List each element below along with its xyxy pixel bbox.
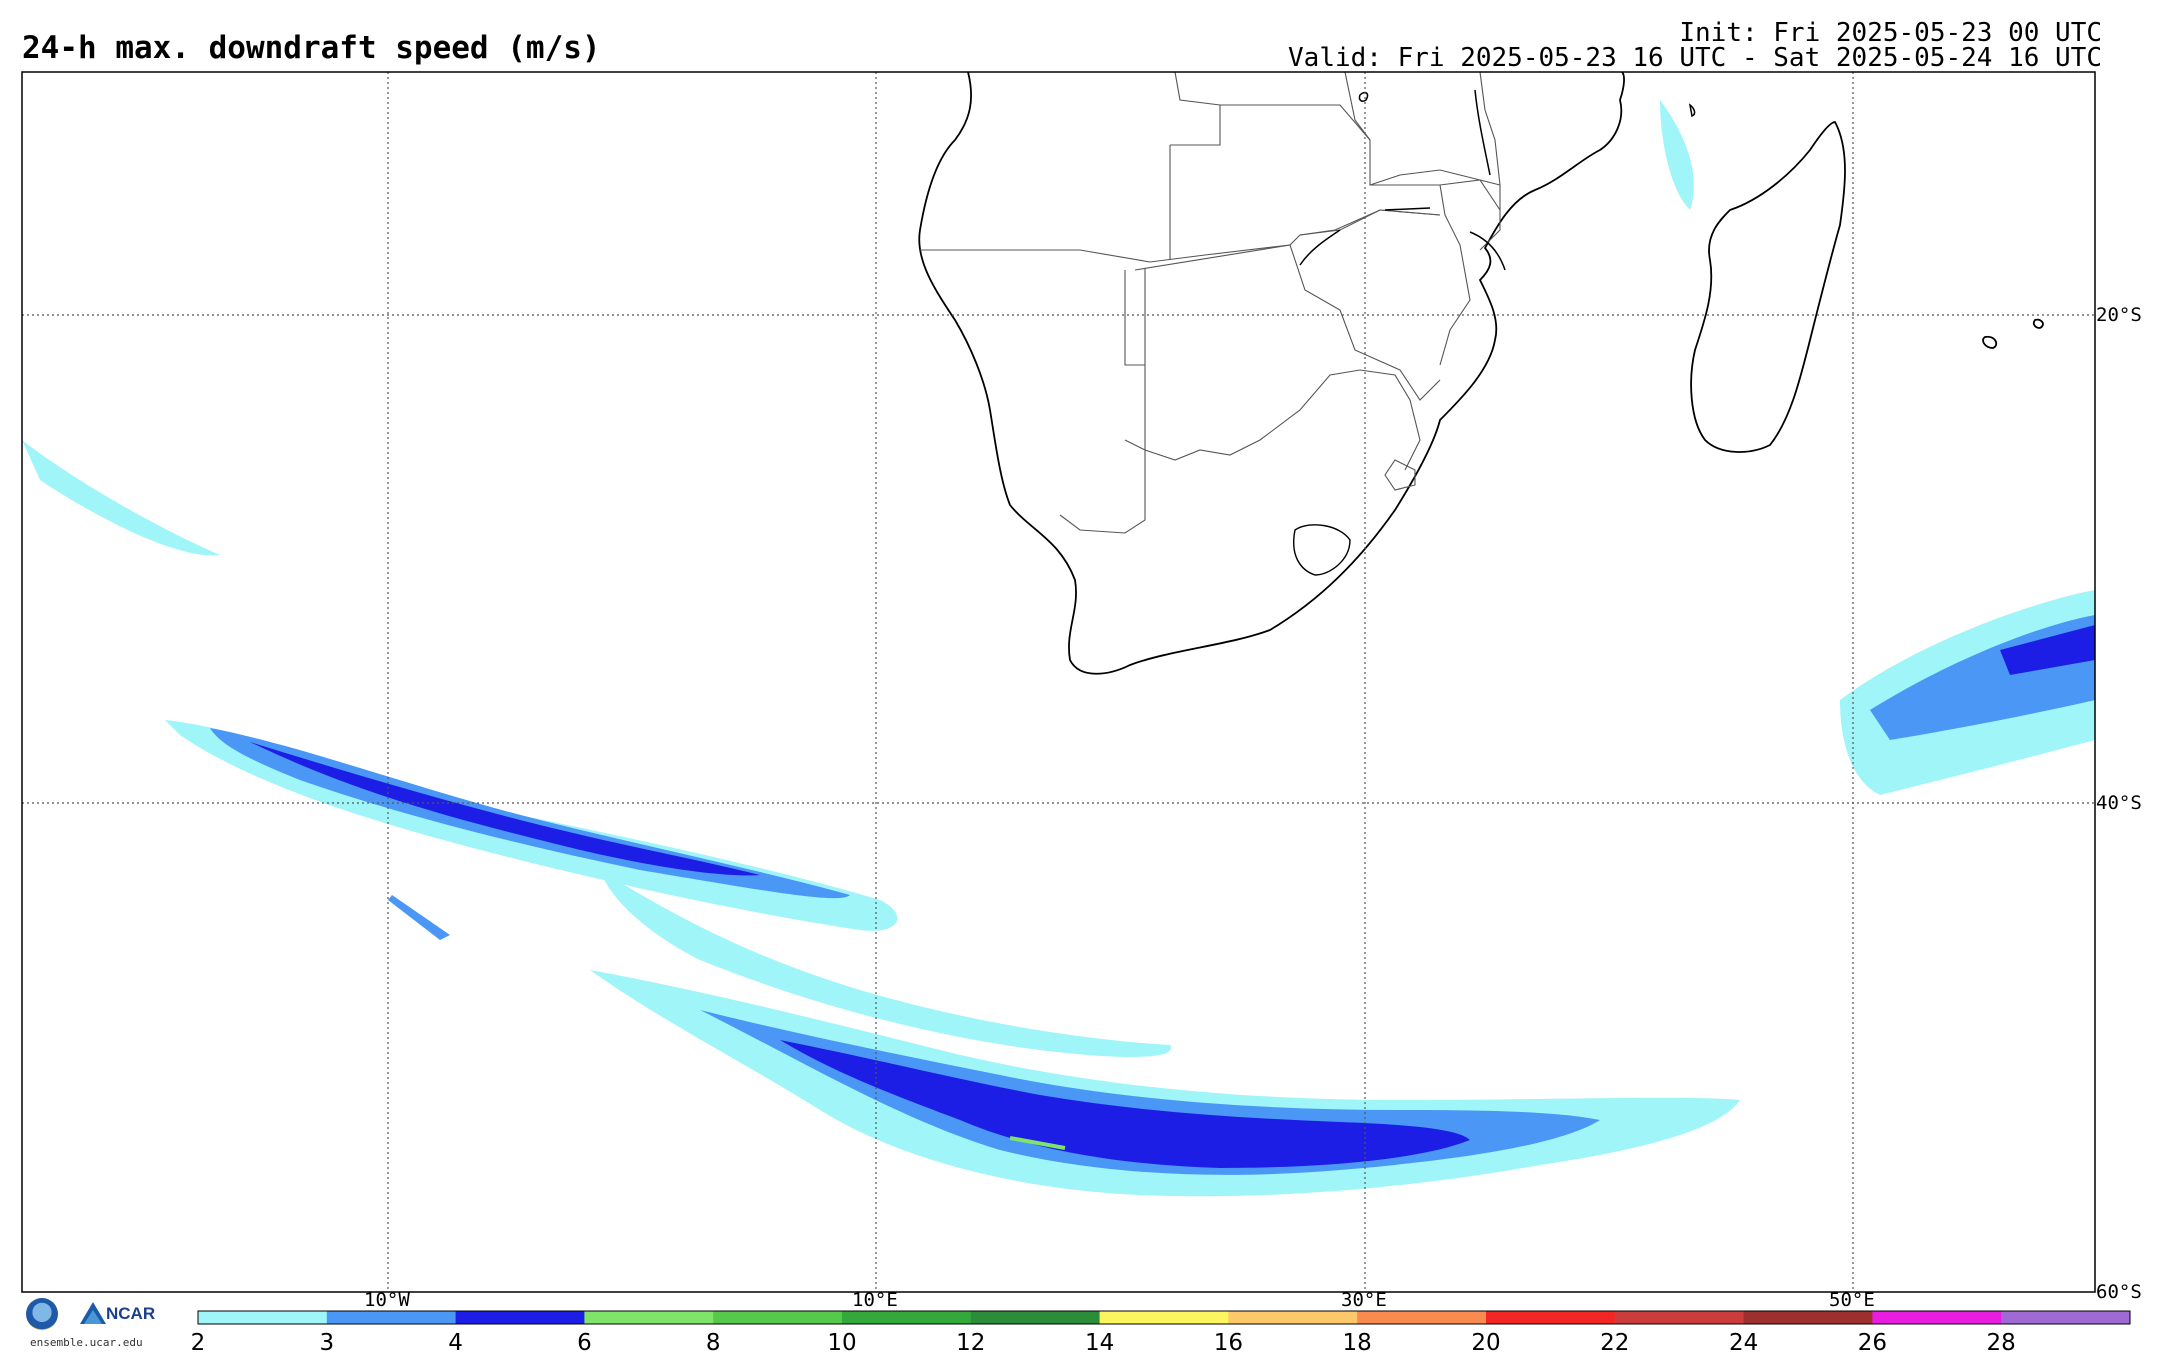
colorbar-tick-label: 28 <box>1987 1330 2016 1354</box>
lon-label-50e: 50°E <box>1829 1289 1875 1311</box>
colorbar: 2 3 4 6 8 10 12 14 16 18 20 22 24 26 28 <box>191 1310 2131 1354</box>
site-url: ensemble.ucar.edu <box>30 1336 143 1349</box>
gridlines <box>22 72 2095 1292</box>
ncar-logo-text: NCAR <box>106 1304 156 1323</box>
ncar-logo-mark <box>80 1302 106 1324</box>
lakes <box>1299 89 1696 271</box>
lat-label-60s: 60°S <box>2096 1281 2142 1303</box>
colorbar-tick-label: 22 <box>1600 1330 1629 1354</box>
swath-madagascar <box>1660 100 1694 210</box>
colorbar-tick-label: 6 <box>577 1330 592 1354</box>
lat-label-40s: 40°S <box>2096 792 2142 814</box>
colorbar-tick-label: 12 <box>956 1330 985 1354</box>
map-frame <box>21 71 2096 1293</box>
logo-area: NCAR ensemble.ucar.edu <box>22 1294 162 1350</box>
africa-coast <box>918 71 1625 675</box>
valid-time: Valid: Fri 2025-05-23 16 UTC - Sat 2025-… <box>1288 43 2102 73</box>
swath-green-streak <box>1009 1136 1066 1150</box>
colorbar-swatch <box>198 1311 328 1324</box>
init-time: Init: Fri 2025-05-23 00 UTC <box>1679 18 2102 48</box>
colorbar-tick-label: 4 <box>448 1330 463 1354</box>
colorbar-swatch <box>713 1311 843 1324</box>
swath-east-dark <box>2000 625 2095 675</box>
colorbar-tick-label: 16 <box>1214 1330 1243 1354</box>
colorbar-tick-label: 24 <box>1729 1330 1758 1354</box>
swath-north-mid <box>210 728 850 899</box>
colorbar-swatch <box>842 1311 972 1324</box>
colorbar-swatch <box>1486 1311 1616 1324</box>
swath-west-patch <box>22 440 220 556</box>
lesotho <box>1293 524 1351 576</box>
country-borders <box>920 71 1501 534</box>
colorbar-swatch <box>1228 1311 1358 1324</box>
colorbar-tick-label: 14 <box>1085 1330 1114 1354</box>
madagascar <box>1690 121 1846 453</box>
lon-label-10w: 10°W <box>364 1289 410 1311</box>
swath-middle-light <box>600 870 1172 1057</box>
colorbar-tick-label: 8 <box>706 1330 721 1354</box>
colorbar-tick-label: 20 <box>1471 1330 1500 1354</box>
colorbar-tick-label: 26 <box>1858 1330 1887 1354</box>
map-title: 24-h max. downdraft speed (m/s) <box>22 30 601 66</box>
downdraft-swaths <box>22 100 2095 1197</box>
colorbar-swatch <box>455 1311 585 1324</box>
colorbar-tick-label: 2 <box>191 1330 206 1354</box>
colorbar-swatch <box>584 1311 714 1324</box>
colorbar-swatch <box>1743 1311 1873 1324</box>
colorbar-swatch <box>970 1311 1101 1324</box>
mauritius <box>1982 335 1998 349</box>
colorbar-tick-label: 10 <box>827 1330 856 1354</box>
nsf-logo <box>26 1298 58 1330</box>
colorbar-swatch <box>326 1311 457 1324</box>
colorbar-swatch <box>1099 1311 1229 1324</box>
lat-label-20s: 20°S <box>2096 304 2142 326</box>
swath-south-dark <box>780 1040 1470 1168</box>
coastlines <box>918 71 2044 675</box>
colorbar-swatch <box>2001 1311 2131 1324</box>
colorbar-swatch <box>1614 1311 1745 1324</box>
colorbar-swatch <box>1357 1311 1487 1324</box>
colorbar-tick-label: 18 <box>1343 1330 1372 1354</box>
colorbar-swatch <box>1872 1311 2002 1324</box>
colorbar-tick-label: 3 <box>319 1330 334 1354</box>
lon-label-10e: 10°E <box>852 1289 898 1311</box>
swath-isolated <box>388 895 450 940</box>
lon-label-30e: 30°E <box>1341 1289 1387 1311</box>
colorbar-frame <box>197 1310 2131 1325</box>
reunion <box>2032 318 2044 329</box>
